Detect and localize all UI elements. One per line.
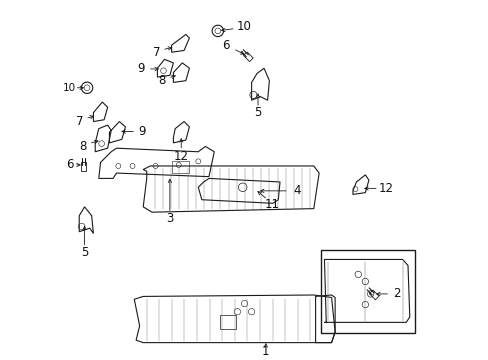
Text: 12: 12 [173,150,188,163]
Bar [219,315,235,329]
Text: 2: 2 [393,287,400,301]
Text: 9: 9 [138,125,145,138]
Bar [171,161,189,173]
Text: 11: 11 [264,198,279,211]
Text: 6: 6 [222,39,229,51]
Text: 10: 10 [63,83,76,93]
Bar [368,290,378,300]
Text: 7: 7 [152,46,160,59]
Text: 8: 8 [158,74,165,87]
Text: 7: 7 [76,115,83,128]
Text: 3: 3 [166,212,173,225]
Text: 1: 1 [262,345,269,358]
Bar [243,52,253,62]
Text: 4: 4 [293,184,300,197]
Text: 8: 8 [79,140,86,153]
Text: 6: 6 [66,158,73,171]
Text: 9: 9 [137,62,144,76]
Bar [81,162,86,171]
Text: 10: 10 [236,20,251,33]
Text: 12: 12 [378,182,393,195]
Text: 5: 5 [81,246,88,259]
Text: 5: 5 [254,106,261,119]
